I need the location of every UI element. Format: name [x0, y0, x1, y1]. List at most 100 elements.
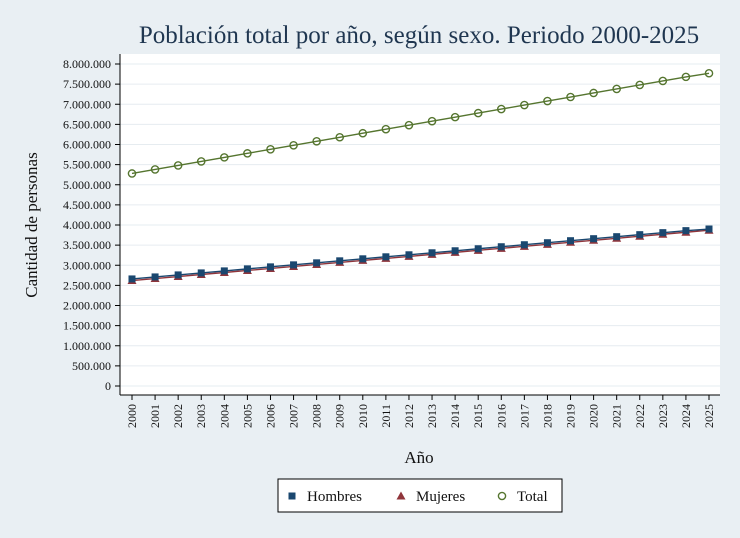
x-tick-label: 2006	[263, 404, 277, 428]
y-tick-label: 6.500.000	[63, 117, 111, 131]
x-tick-label: 2012	[402, 404, 416, 428]
data-point-total	[335, 132, 345, 142]
data-point-hombres	[428, 249, 436, 257]
data-point-hombres	[197, 269, 205, 277]
x-tick-label: 2024	[679, 404, 693, 428]
legend-marker-hombres	[288, 492, 296, 500]
data-point-total	[358, 128, 368, 138]
y-tick-label: 5.000.000	[63, 178, 111, 192]
data-point-hombres	[313, 259, 321, 267]
x-tick-label: 2004	[217, 404, 231, 428]
x-tick-label: 2025	[702, 404, 716, 428]
series-hombres	[128, 225, 713, 283]
x-tick-label: 2008	[310, 404, 324, 428]
x-axis-label: Año	[404, 448, 433, 467]
data-point-total	[450, 112, 460, 122]
data-point-total	[243, 149, 252, 158]
data-point-hombres	[128, 275, 136, 283]
x-tick-label: 2022	[633, 404, 647, 428]
x-tick-label: 2001	[148, 404, 162, 428]
y-tick-label: 3.000.000	[63, 258, 111, 272]
data-point-hombres	[151, 273, 159, 281]
data-point-hombres	[682, 227, 690, 235]
legend-label-mujeres: Mujeres	[416, 489, 465, 505]
data-point-total	[496, 104, 506, 114]
data-point-hombres	[243, 265, 251, 273]
x-tick-label: 2018	[540, 404, 554, 428]
series-line-mujeres	[131, 229, 710, 282]
data-point-total	[150, 165, 160, 174]
x-tick-label: 2010	[356, 404, 370, 428]
data-point-hombres	[567, 237, 575, 245]
data-point-total	[658, 76, 668, 86]
y-tick-label: 7.500.000	[63, 77, 111, 91]
data-point-total	[473, 108, 483, 118]
x-tick-label: 2023	[656, 404, 670, 428]
data-point-hombres	[659, 229, 667, 237]
data-point-total	[173, 161, 183, 170]
data-point-hombres	[613, 233, 621, 241]
data-point-hombres	[336, 257, 344, 265]
data-point-hombres	[220, 267, 228, 275]
data-point-hombres	[474, 245, 482, 253]
x-tick-label: 2007	[287, 404, 301, 428]
x-tick-label: 2015	[471, 404, 485, 428]
legend-item-total: Total	[497, 489, 548, 505]
y-tick-label: 500.000	[72, 359, 111, 373]
x-tick-label: 2000	[125, 404, 139, 428]
data-point-hombres	[290, 261, 298, 269]
legend-marker-total	[497, 491, 507, 501]
x-tick-label: 2003	[194, 404, 208, 428]
legend-label-hombres: Hombres	[307, 489, 362, 505]
y-tick-label: 6.000.000	[63, 138, 111, 152]
legend-label-total: Total	[517, 489, 548, 505]
x-tick-label: 2014	[448, 404, 462, 428]
data-point-total	[220, 153, 229, 162]
data-point-total	[612, 84, 621, 94]
x-tick-label: 2009	[333, 404, 347, 428]
legend-item-hombres: Hombres	[288, 489, 362, 505]
y-tick-label: 2.000.000	[63, 299, 111, 313]
data-point-hombres	[451, 247, 459, 255]
data-point-total	[520, 100, 529, 110]
data-point-total	[289, 141, 298, 150]
data-point-hombres	[266, 263, 274, 271]
x-tick-label: 2005	[240, 404, 254, 428]
y-tick-label: 5.500.000	[63, 158, 111, 172]
x-tick-label: 2011	[379, 404, 393, 428]
y-tick-label: 8.000.000	[63, 57, 111, 71]
x-tick-label: 2019	[564, 404, 578, 428]
data-point-hombres	[497, 243, 505, 251]
data-point-total	[196, 157, 206, 166]
data-point-hombres	[174, 271, 182, 279]
data-point-total	[681, 72, 691, 82]
y-tick-label: 1.000.000	[63, 339, 111, 353]
data-point-total	[404, 120, 414, 130]
x-tick-label: 2021	[610, 404, 624, 428]
y-axis-label: Cantidad de personas	[22, 152, 41, 297]
x-tick-label: 2002	[171, 404, 185, 428]
data-point-total	[266, 145, 275, 154]
y-tick-label: 2.500.000	[63, 278, 111, 292]
y-tick-label: 4.500.000	[63, 198, 111, 212]
data-point-total	[704, 68, 714, 78]
data-point-total	[566, 92, 575, 102]
y-tick-label: 0	[105, 379, 111, 393]
series-line-hombres	[131, 228, 710, 280]
x-tick-label: 2017	[517, 404, 531, 428]
data-point-hombres	[520, 241, 528, 249]
y-tick-label: 1.500.000	[63, 319, 111, 333]
data-point-total	[381, 124, 391, 134]
series-total	[127, 68, 714, 178]
data-point-total	[635, 80, 645, 90]
gridlines	[120, 63, 720, 387]
y-axis: 0 500.000 1.000.000 1.500.000 2.000.000 2.500…	[63, 54, 121, 395]
data-point-hombres	[543, 239, 551, 247]
data-point-hombres	[636, 231, 644, 239]
data-point-total	[127, 169, 137, 178]
data-point-total	[589, 88, 598, 98]
legend-box	[277, 478, 563, 513]
data-point-hombres	[590, 235, 598, 243]
